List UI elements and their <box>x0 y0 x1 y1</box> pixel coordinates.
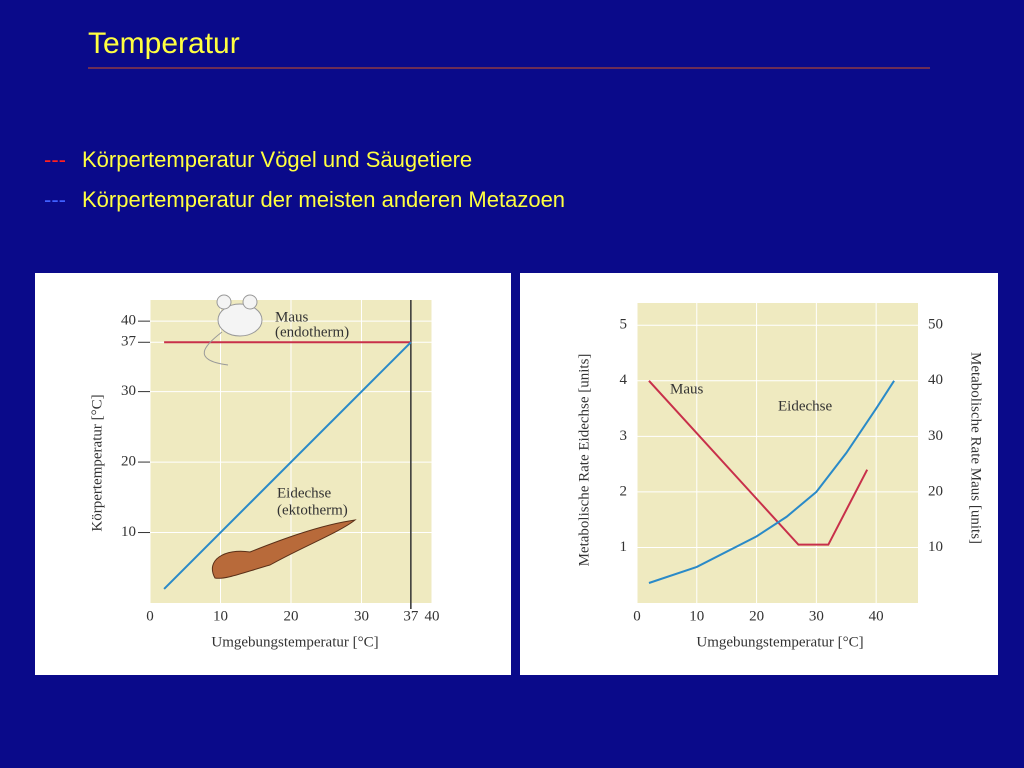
y-tick-label: 5 <box>620 317 628 333</box>
series-label: Eidechse <box>277 485 331 501</box>
y-tick-label: 20 <box>121 454 136 470</box>
y-tick-label: 4 <box>620 372 628 388</box>
x-tick-label: 0 <box>146 608 154 624</box>
y-axis-title: Körpertemperatur [°C] <box>89 394 105 531</box>
y-tick-label: 40 <box>121 313 136 329</box>
plot-area <box>637 303 918 603</box>
x-tick-label: 37 <box>403 608 419 624</box>
bullet-marker: --- <box>44 187 66 212</box>
y2-tick-label: 30 <box>928 428 943 444</box>
series-label: Eidechse <box>778 398 832 414</box>
series-line <box>163 341 412 590</box>
x-tick-label: 30 <box>809 608 824 624</box>
y-tick-label: 3 <box>620 428 628 444</box>
series-line <box>648 380 895 584</box>
annotation: (endotherm) <box>275 324 349 340</box>
y2-tick-label: 40 <box>928 372 943 388</box>
y-tick-label: 1 <box>620 539 628 555</box>
series-label: Maus <box>670 381 703 397</box>
y-tick-label: 30 <box>121 383 136 399</box>
annotation: (ektotherm) <box>277 502 348 518</box>
x-tick-label: 20 <box>284 608 299 624</box>
lizard-icon <box>212 519 357 579</box>
bullet-marker: --- <box>44 147 66 172</box>
y-tick-label: 10 <box>121 524 136 540</box>
bullet-text: Körpertemperatur Vögel und Säugetiere <box>82 147 472 172</box>
x-tick-label: 10 <box>689 608 704 624</box>
x-axis-title: Umgebungstemperatur [°C] <box>696 634 863 650</box>
y2-tick-label: 20 <box>928 483 943 499</box>
y2-axis-title: Metabolische Rate Maus [units] <box>968 352 984 544</box>
x-tick-label: 40 <box>425 608 440 624</box>
y2-tick-label: 50 <box>928 317 943 333</box>
series-line <box>648 380 869 546</box>
x-tick-label: 40 <box>869 608 884 624</box>
series-label: Maus <box>275 309 308 325</box>
bullet-text: Körpertemperatur der meisten anderen Met… <box>82 187 565 212</box>
y-axis-title: Metabolische Rate Eidechse [units] <box>576 354 592 567</box>
x-tick-label: 30 <box>354 608 369 624</box>
y-tick-label: 37 <box>121 334 137 350</box>
x-axis-title: Umgebungstemperatur [°C] <box>211 634 378 650</box>
x-tick-label: 0 <box>633 608 641 624</box>
mouse-icon <box>203 294 263 366</box>
x-tick-label: 10 <box>213 608 228 624</box>
y-tick-label: 2 <box>620 483 628 499</box>
slide-title: Temperatur <box>88 27 240 60</box>
y2-tick-label: 10 <box>928 539 943 555</box>
x-tick-label: 20 <box>749 608 764 624</box>
